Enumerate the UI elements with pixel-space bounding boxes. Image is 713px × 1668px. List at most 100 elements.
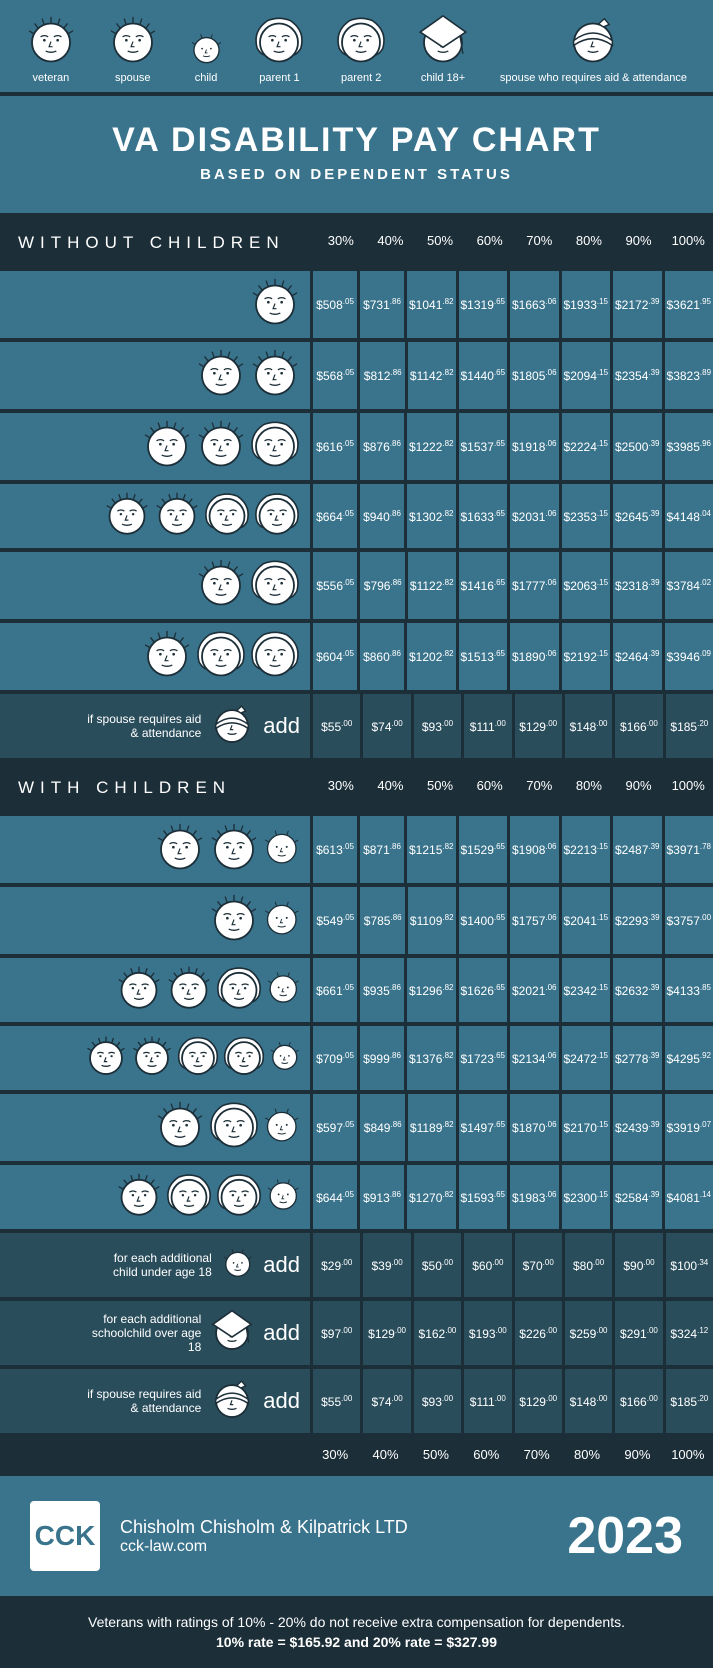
data-row: $549.05$785.86$1109.82$1400.65$1757.06$2… — [0, 887, 713, 954]
pay-cell: $1908.06 — [507, 816, 559, 883]
section-label: WITHOUT CHILDREN — [18, 233, 316, 253]
pay-cell: $709.05 — [310, 1026, 357, 1090]
row-cells: $604.05$860.86$1202.82$1513.65$1890.06$2… — [310, 623, 713, 690]
pay-cell: $556.05 — [310, 552, 357, 619]
pay-cell: $324.12 — [663, 1301, 713, 1365]
add-label: add — [263, 1320, 300, 1346]
brand-url: cck-law.com — [120, 1538, 408, 1556]
veteran-icon — [142, 629, 192, 684]
pay-cell: $1109.82 — [405, 887, 456, 954]
data-row: $568.05$812.86$1142.82$1440.65$1805.06$2… — [0, 342, 713, 409]
pay-cell: $93.00 — [411, 1369, 461, 1433]
row-cells: $549.05$785.86$1109.82$1400.65$1757.06$2… — [310, 887, 713, 954]
data-row: $661.05$935.86$1296.82$1626.65$2021.06$2… — [0, 958, 713, 1022]
veteran-icon — [250, 277, 300, 332]
pay-cell: $166.00 — [612, 1369, 662, 1433]
pay-cell: $549.05 — [310, 887, 357, 954]
pay-cell: $1633.65 — [456, 484, 508, 548]
pay-cell: $1296.82 — [404, 958, 456, 1022]
pay-cell: $259.00 — [562, 1301, 612, 1365]
row-label — [0, 887, 310, 954]
pay-cell: $1142.82 — [405, 342, 456, 409]
veteran-icon — [116, 1172, 162, 1223]
pay-cell: $2041.15 — [559, 887, 611, 954]
logo-icon: CCK — [30, 1501, 100, 1571]
pct-col: 70% — [512, 1447, 562, 1462]
page-subtitle: BASED ON DEPENDENT STATUS — [10, 166, 703, 183]
parent1-icon — [209, 1100, 259, 1155]
pay-cell: $940.86 — [357, 484, 404, 548]
pay-cell: $3919.07 — [662, 1094, 713, 1161]
row-cells: $664.05$940.86$1302.82$1633.65$2031.06$2… — [310, 484, 713, 548]
pct-col: 100% — [663, 1447, 713, 1462]
pay-cell: $2439.39 — [610, 1094, 662, 1161]
pay-cell: $2645.39 — [610, 484, 662, 548]
pay-cell: $1757.06 — [507, 887, 559, 954]
row-label — [0, 1026, 310, 1090]
pay-cell: $1529.65 — [456, 816, 508, 883]
data-row: $508.05$731.86$1041.82$1319.65$1663.06$1… — [0, 271, 713, 338]
veteran-icon — [142, 419, 192, 474]
pay-cell: $129.00 — [512, 694, 562, 758]
row-cells: $597.05$849.86$1189.82$1497.65$1870.06$2… — [310, 1094, 713, 1161]
pay-cell: $935.86 — [357, 958, 404, 1022]
parent1-icon — [250, 419, 300, 474]
pay-cell: $613.05 — [310, 816, 357, 883]
row-cells: $508.05$731.86$1041.82$1319.65$1663.06$1… — [310, 271, 713, 338]
pay-cell: $1215.82 — [404, 816, 456, 883]
pay-cell: $4295.92 — [662, 1026, 713, 1090]
pay-cell: $1983.06 — [507, 1165, 559, 1229]
pay-cell: $871.86 — [357, 816, 404, 883]
parent2-icon — [223, 1035, 265, 1082]
data-row: $709.05$999.86$1376.82$1723.65$2134.06$2… — [0, 1026, 713, 1090]
legend-item: veteran — [26, 15, 76, 84]
spouse_aid-icon — [211, 1378, 253, 1425]
pay-cell: $50.00 — [411, 1233, 461, 1297]
pay-cell: $3971.78 — [662, 816, 713, 883]
pct-col: 30% — [310, 1447, 360, 1462]
pay-cell: $2224.15 — [559, 413, 611, 480]
legend-label: spouse — [108, 72, 158, 84]
row-label: for each additional schoolchild over age… — [0, 1301, 310, 1365]
pay-cell: $100.34 — [663, 1233, 713, 1297]
pay-cell: $74.00 — [360, 694, 410, 758]
child18-icon — [211, 1310, 253, 1357]
pct-col: 30% — [316, 233, 366, 253]
pay-cell: $1302.82 — [404, 484, 456, 548]
child-icon — [263, 1106, 301, 1149]
pct-col: 50% — [411, 1447, 461, 1462]
spouse-icon — [166, 965, 212, 1016]
parent1-icon — [196, 629, 246, 684]
pct-col: 60% — [465, 778, 515, 798]
pay-cell: $162.00 — [411, 1301, 461, 1365]
pct-col: 90% — [614, 233, 664, 253]
pct-col: 30% — [316, 778, 366, 798]
row-label — [0, 271, 310, 338]
row-cells: $55.00$74.00$93.00$111.00$129.00$148.00$… — [310, 694, 713, 758]
legend-item: parent 1 — [254, 15, 304, 84]
data-row: $616.05$876.86$1222.82$1537.65$1918.06$2… — [0, 413, 713, 480]
pay-cell: $999.86 — [357, 1026, 404, 1090]
legend-item: spouse — [108, 15, 158, 84]
row-cells: $556.05$796.86$1122.82$1416.65$1777.06$2… — [310, 552, 713, 619]
pay-cell: $2293.39 — [610, 887, 662, 954]
pay-cell: $1870.06 — [507, 1094, 559, 1161]
parent1-icon — [166, 1172, 212, 1223]
data-row: $644.05$913.86$1270.82$1593.65$1983.06$2… — [0, 1165, 713, 1229]
pay-cell: $185.20 — [663, 694, 713, 758]
row-text-label: for each additional child under age 18 — [92, 1251, 212, 1279]
child-icon — [266, 970, 301, 1010]
pay-cell: $2342.15 — [559, 958, 611, 1022]
pay-cell: $2134.06 — [507, 1026, 559, 1090]
pay-cell: $148.00 — [562, 694, 612, 758]
pay-cell: $1626.65 — [456, 958, 508, 1022]
pay-cell: $2021.06 — [507, 958, 559, 1022]
pay-cell: $1202.82 — [404, 623, 456, 690]
pay-cell: $93.00 — [411, 694, 461, 758]
row-label: if spouse requires aid & attendanceadd — [0, 694, 310, 758]
pay-cell: $644.05 — [310, 1165, 357, 1229]
veteran-icon — [209, 893, 259, 948]
parent1-icon — [177, 1035, 219, 1082]
child-icon — [269, 1040, 301, 1077]
pay-cell: $1918.06 — [507, 413, 559, 480]
